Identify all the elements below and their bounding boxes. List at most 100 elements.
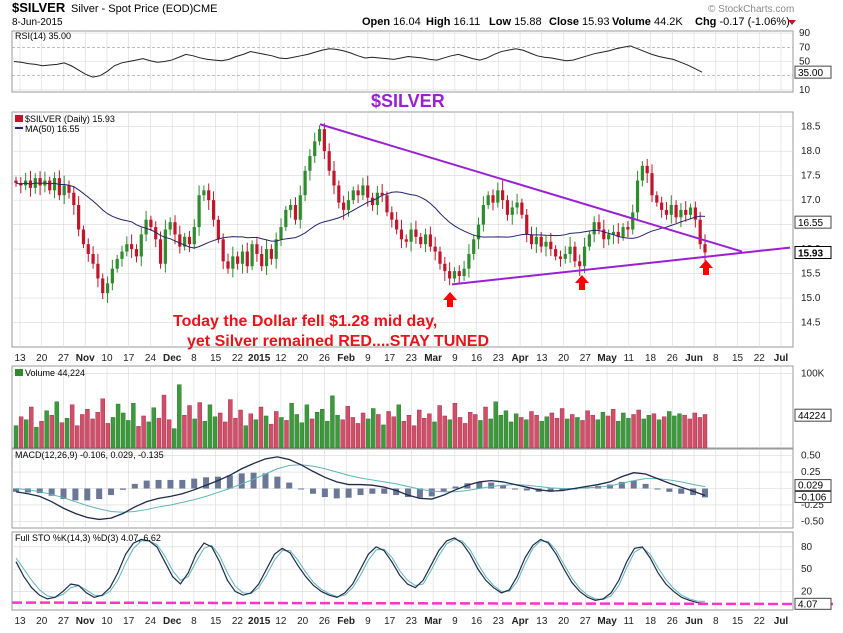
volume-bar: [672, 415, 677, 449]
macd-histogram-bar: [547, 488, 554, 492]
candle-body: [101, 278, 105, 294]
macd-histogram-bar: [369, 488, 376, 494]
volume-bar: [667, 411, 672, 449]
volume-bar: [570, 414, 575, 449]
volume-bar: [274, 411, 279, 449]
macd-histogram-bar: [440, 488, 447, 492]
volume-bar: [626, 417, 631, 449]
candle-body: [120, 251, 124, 259]
volume-bar: [355, 423, 361, 449]
volume-bar: [590, 415, 595, 449]
annotation-title: $SILVER: [371, 91, 445, 111]
volume-bar: [427, 413, 432, 449]
volume-bar: [330, 395, 335, 449]
x-tick-label: 8: [191, 353, 197, 364]
volume-bar: [442, 415, 447, 449]
price-panel: 14.515.015.516.016.517.017.518.018.516.5…: [12, 112, 832, 347]
legend-swatch: [15, 369, 23, 376]
annotation-line-1: Today the Dollar fell $1.28 mid day,: [173, 313, 437, 330]
volume-bar: [641, 418, 646, 449]
volume-bar: [437, 405, 442, 449]
volume-bar: [345, 406, 350, 449]
macd-histogram-bar: [96, 488, 103, 500]
volume-bar: [610, 409, 616, 449]
volume-label: Volume 44,224: [25, 368, 85, 378]
x-tick-label: Apr: [511, 616, 528, 627]
up-arrow-icon: [699, 260, 713, 275]
x-tick-label: 11: [624, 616, 635, 627]
x-tick-label: 15: [210, 616, 222, 627]
candle-body: [607, 234, 611, 240]
rsi-label: RSI(14) 35.00: [15, 31, 71, 41]
x-tick-label: 9: [365, 616, 371, 627]
x-tick-label: Mar: [424, 616, 442, 627]
candle-body: [236, 256, 240, 264]
candle-body: [438, 251, 442, 264]
support-trendline: [451, 246, 791, 286]
sto-label: Full STO %K(14,3) %D(3) 4.07, 6.62: [15, 533, 161, 543]
macd-histogram-bar: [642, 483, 649, 489]
candle-body: [351, 190, 355, 201]
candle-body: [279, 227, 283, 240]
volume-bar: [18, 416, 24, 449]
volume-last-value: 44224: [798, 411, 826, 422]
value-badge: [794, 215, 832, 229]
volume-bar: [462, 423, 468, 449]
x-tick-label: 22: [754, 353, 766, 364]
x-tick-label: May: [597, 353, 617, 364]
candle-body: [52, 178, 57, 191]
x-tick-label: Nov: [76, 353, 95, 364]
candle-body: [385, 195, 389, 213]
volume-bar: [268, 423, 274, 449]
ohlc-item: Open 16.04: [362, 16, 421, 28]
candle-body: [303, 170, 307, 196]
macd-histogram-bar: [119, 488, 126, 490]
candle-body: [558, 256, 563, 259]
candle-body: [168, 222, 172, 230]
candle-body: [327, 151, 331, 171]
x-tick-label: 9: [452, 616, 458, 627]
x-tick-label: 13: [14, 353, 26, 364]
y-tick-label: 10: [799, 85, 811, 96]
candle-body: [211, 200, 216, 220]
candle-body: [245, 251, 249, 267]
volume-bar: [161, 394, 167, 449]
candle-body: [414, 229, 418, 237]
macd-histogram-bar: [262, 473, 269, 489]
sto-last-value: 4.07: [798, 599, 818, 610]
candle-body: [395, 219, 399, 230]
macd-signal-line: [15, 464, 706, 513]
candle-body: [520, 202, 524, 215]
x-tick-label: 17: [123, 353, 135, 364]
volume-bar: [217, 412, 223, 449]
candle-body: [688, 207, 693, 215]
macd-histogram-bar: [226, 475, 233, 489]
macd-histogram-bar: [191, 478, 198, 489]
candle-body: [86, 244, 90, 254]
candle-body: [433, 246, 437, 252]
value-badge: [794, 408, 832, 422]
candle-body: [115, 258, 119, 269]
volume-bar: [661, 416, 667, 449]
candle-body: [173, 222, 177, 235]
price-label: $SILVER (Daily) 15.93: [25, 114, 115, 124]
candle-body: [77, 205, 81, 230]
volume-bar: [156, 417, 162, 449]
volume-bar: [309, 418, 315, 449]
candle-body: [476, 224, 481, 240]
x-tick-label: Jun: [685, 616, 703, 627]
candle-body: [154, 227, 158, 240]
candle-body: [698, 219, 702, 245]
candle-body: [158, 239, 163, 264]
x-tick-label: 10: [101, 353, 113, 364]
x-tick-label: 17: [123, 616, 135, 627]
x-tick-label: Nov: [76, 616, 95, 627]
macd-line: [15, 456, 706, 521]
candle-body: [650, 173, 654, 196]
volume-bar: [340, 419, 345, 449]
ohlc-item: Volume 44.2K: [612, 16, 683, 28]
volume-bar: [396, 404, 401, 449]
volume-bar: [64, 417, 70, 449]
candle-body: [443, 263, 447, 272]
candle-body: [183, 236, 187, 247]
